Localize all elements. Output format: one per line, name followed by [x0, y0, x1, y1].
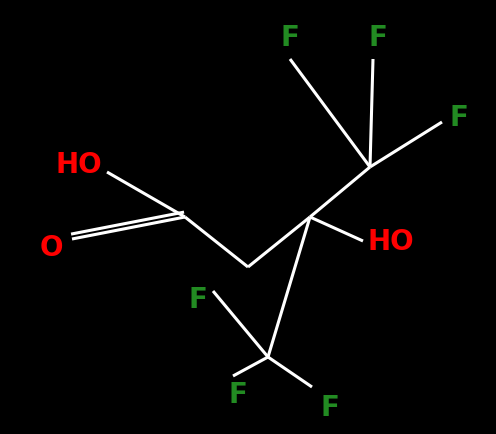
Text: O: O [40, 233, 63, 261]
Text: F: F [320, 393, 339, 421]
Text: HO: HO [55, 151, 102, 178]
Text: F: F [281, 24, 300, 52]
Text: F: F [188, 285, 207, 313]
Text: F: F [229, 380, 248, 408]
Text: HO: HO [368, 227, 415, 256]
Text: F: F [450, 104, 469, 132]
Text: F: F [369, 24, 387, 52]
